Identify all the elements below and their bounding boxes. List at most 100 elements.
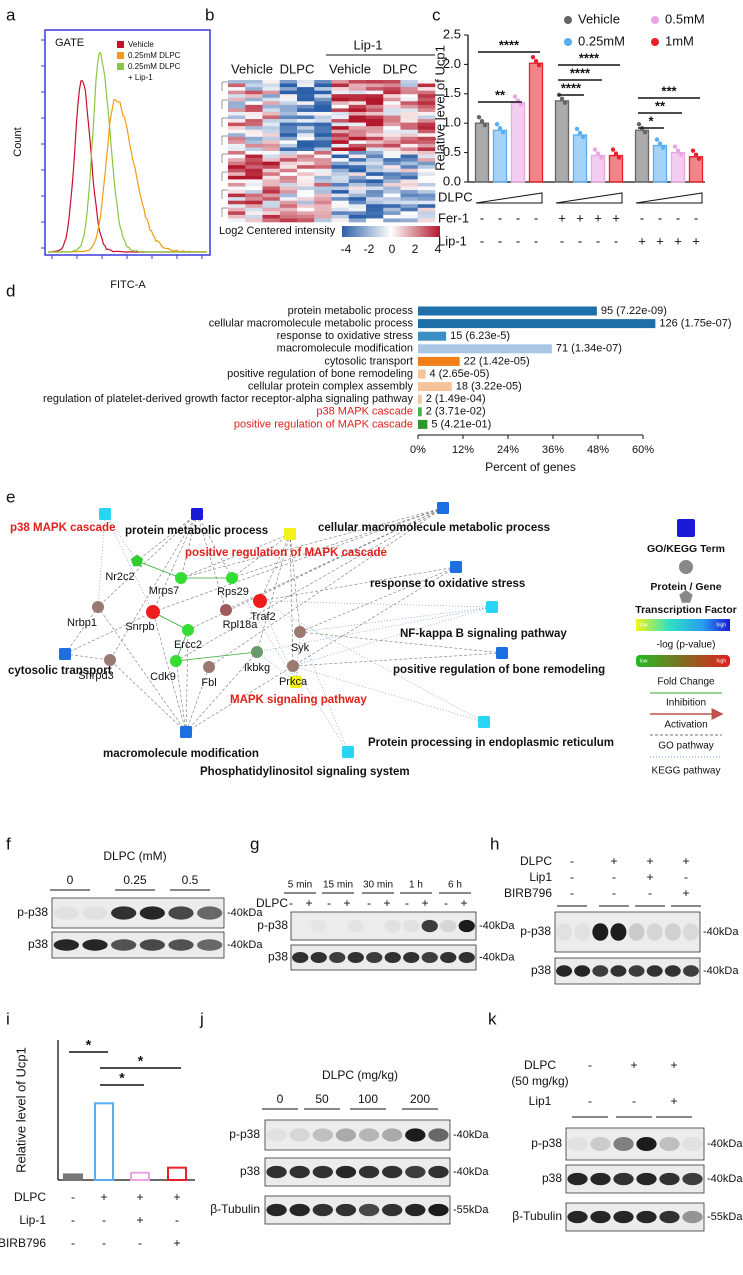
heatmap-cell [228, 108, 246, 113]
bar-annotation: 4 (2.65e-05) [430, 368, 490, 380]
blot-band [567, 1210, 588, 1224]
heatmap-cell [417, 172, 436, 177]
data-point [613, 151, 619, 156]
condition-sign: + [136, 1190, 143, 1204]
row-label: p-p38 [520, 924, 551, 938]
blot-band [556, 923, 573, 941]
heatmap-cell [262, 158, 281, 162]
gene-label: Syk [291, 642, 310, 654]
heatmap-cell [314, 172, 332, 177]
heatmap-cell [314, 87, 332, 91]
heatmap-cell [314, 200, 332, 205]
condition-sign: - [612, 870, 616, 884]
significance: ** [655, 98, 666, 113]
heatmap-cell [417, 143, 436, 148]
blot-band [610, 923, 627, 941]
condition-sign: - [498, 210, 502, 225]
condition-sign: - [71, 1190, 75, 1204]
heatmap-cell [400, 119, 419, 123]
network-edge [289, 533, 294, 667]
gene-label: Nr2c2 [105, 571, 134, 583]
condition-sign: - [71, 1213, 75, 1227]
bar [63, 1173, 83, 1182]
heatmap-cell [314, 101, 332, 106]
dose-triangle [635, 192, 703, 204]
heatmap-cell [245, 115, 263, 120]
condition-sign: - [175, 1213, 179, 1227]
heatmap-cell [366, 87, 384, 91]
bar [418, 369, 426, 379]
network-edge [104, 513, 154, 613]
heatmap-cell [262, 214, 281, 219]
term-label: NF-kappa B signaling pathway [400, 628, 567, 640]
heatmap-cell [314, 147, 332, 152]
histogram-curve [47, 80, 207, 253]
heatmap-cell [400, 207, 419, 212]
bar [418, 331, 447, 341]
heatmap-cell [348, 143, 367, 148]
heatmap-cell [383, 165, 401, 170]
heatmap-cell [400, 197, 419, 201]
network-edge [292, 665, 349, 753]
gene-label: Ercc2 [174, 639, 202, 651]
heatmap-cell [245, 147, 263, 152]
heatmap-cell [331, 200, 350, 205]
heatmap-cell [400, 80, 419, 84]
heatmap-cell [331, 175, 350, 180]
blot-band [664, 923, 681, 941]
bar [418, 356, 460, 366]
heatmap-cell [331, 207, 350, 212]
heatmap-cell [228, 186, 246, 191]
bar [418, 419, 428, 429]
heatmap-cell [262, 190, 281, 194]
heatmap-cell [262, 151, 281, 155]
heatmap-cell [279, 133, 298, 138]
heatmap-cell [279, 186, 298, 191]
network-edge [185, 629, 189, 733]
heatmap-cell [366, 211, 384, 216]
heatmap-cell [383, 161, 401, 166]
heatmap-cell [228, 119, 246, 123]
network-edge [175, 660, 187, 733]
blot-band [289, 1128, 310, 1142]
heatmap-cell [297, 190, 315, 194]
heatmap-cell [297, 133, 315, 138]
network-edge [152, 513, 198, 613]
heatmap-cell [366, 207, 384, 212]
blot-band [421, 952, 438, 963]
condition-sign: + [682, 886, 689, 900]
heatmap-cell [228, 126, 246, 130]
data-point [476, 115, 482, 120]
heatmap-cell [297, 211, 315, 216]
data-point [672, 144, 678, 149]
network-edge [231, 533, 291, 579]
gene-node [294, 626, 306, 638]
network-edge [256, 651, 297, 683]
blot-band [111, 906, 137, 920]
heatmap-cell [228, 168, 246, 173]
heatmap-cell [262, 186, 281, 191]
heatmap-cell [245, 101, 263, 106]
size-marker: -40kDa [703, 926, 739, 938]
network-edge [259, 533, 291, 602]
heatmap-cell [348, 87, 367, 91]
blot-band [266, 1128, 287, 1142]
label: KEGG pathway [652, 766, 721, 777]
heatmap-cell [228, 83, 246, 88]
heatmap-cell [279, 147, 298, 152]
colorbar [342, 226, 440, 237]
gene-node [92, 601, 104, 613]
bar [130, 1171, 150, 1181]
colorbar-tick: -4 [341, 242, 352, 256]
heatmap-cell [279, 193, 298, 198]
data-point [482, 123, 488, 128]
heatmap-cell [228, 175, 246, 180]
heatmap-cell [297, 140, 315, 145]
heatmap-cell [228, 214, 246, 219]
condition-label: Fer-1 [438, 210, 469, 225]
heatmap-cell [417, 218, 436, 223]
gene-node [287, 660, 299, 672]
blot-band [329, 952, 346, 963]
heatmap-cell [400, 83, 419, 88]
heatmap-cell [400, 147, 419, 152]
